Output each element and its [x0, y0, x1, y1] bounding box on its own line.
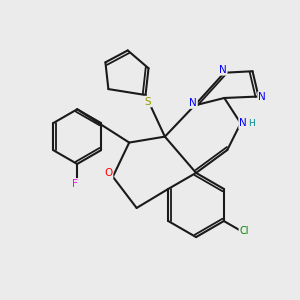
Text: Cl: Cl [239, 226, 249, 236]
Text: N: N [239, 118, 247, 128]
Text: N: N [258, 92, 266, 102]
Text: O: O [104, 168, 112, 178]
Text: N: N [189, 98, 197, 108]
Text: S: S [145, 97, 151, 106]
Text: N: N [219, 65, 227, 75]
Text: F: F [72, 179, 78, 189]
Text: H: H [249, 119, 255, 128]
